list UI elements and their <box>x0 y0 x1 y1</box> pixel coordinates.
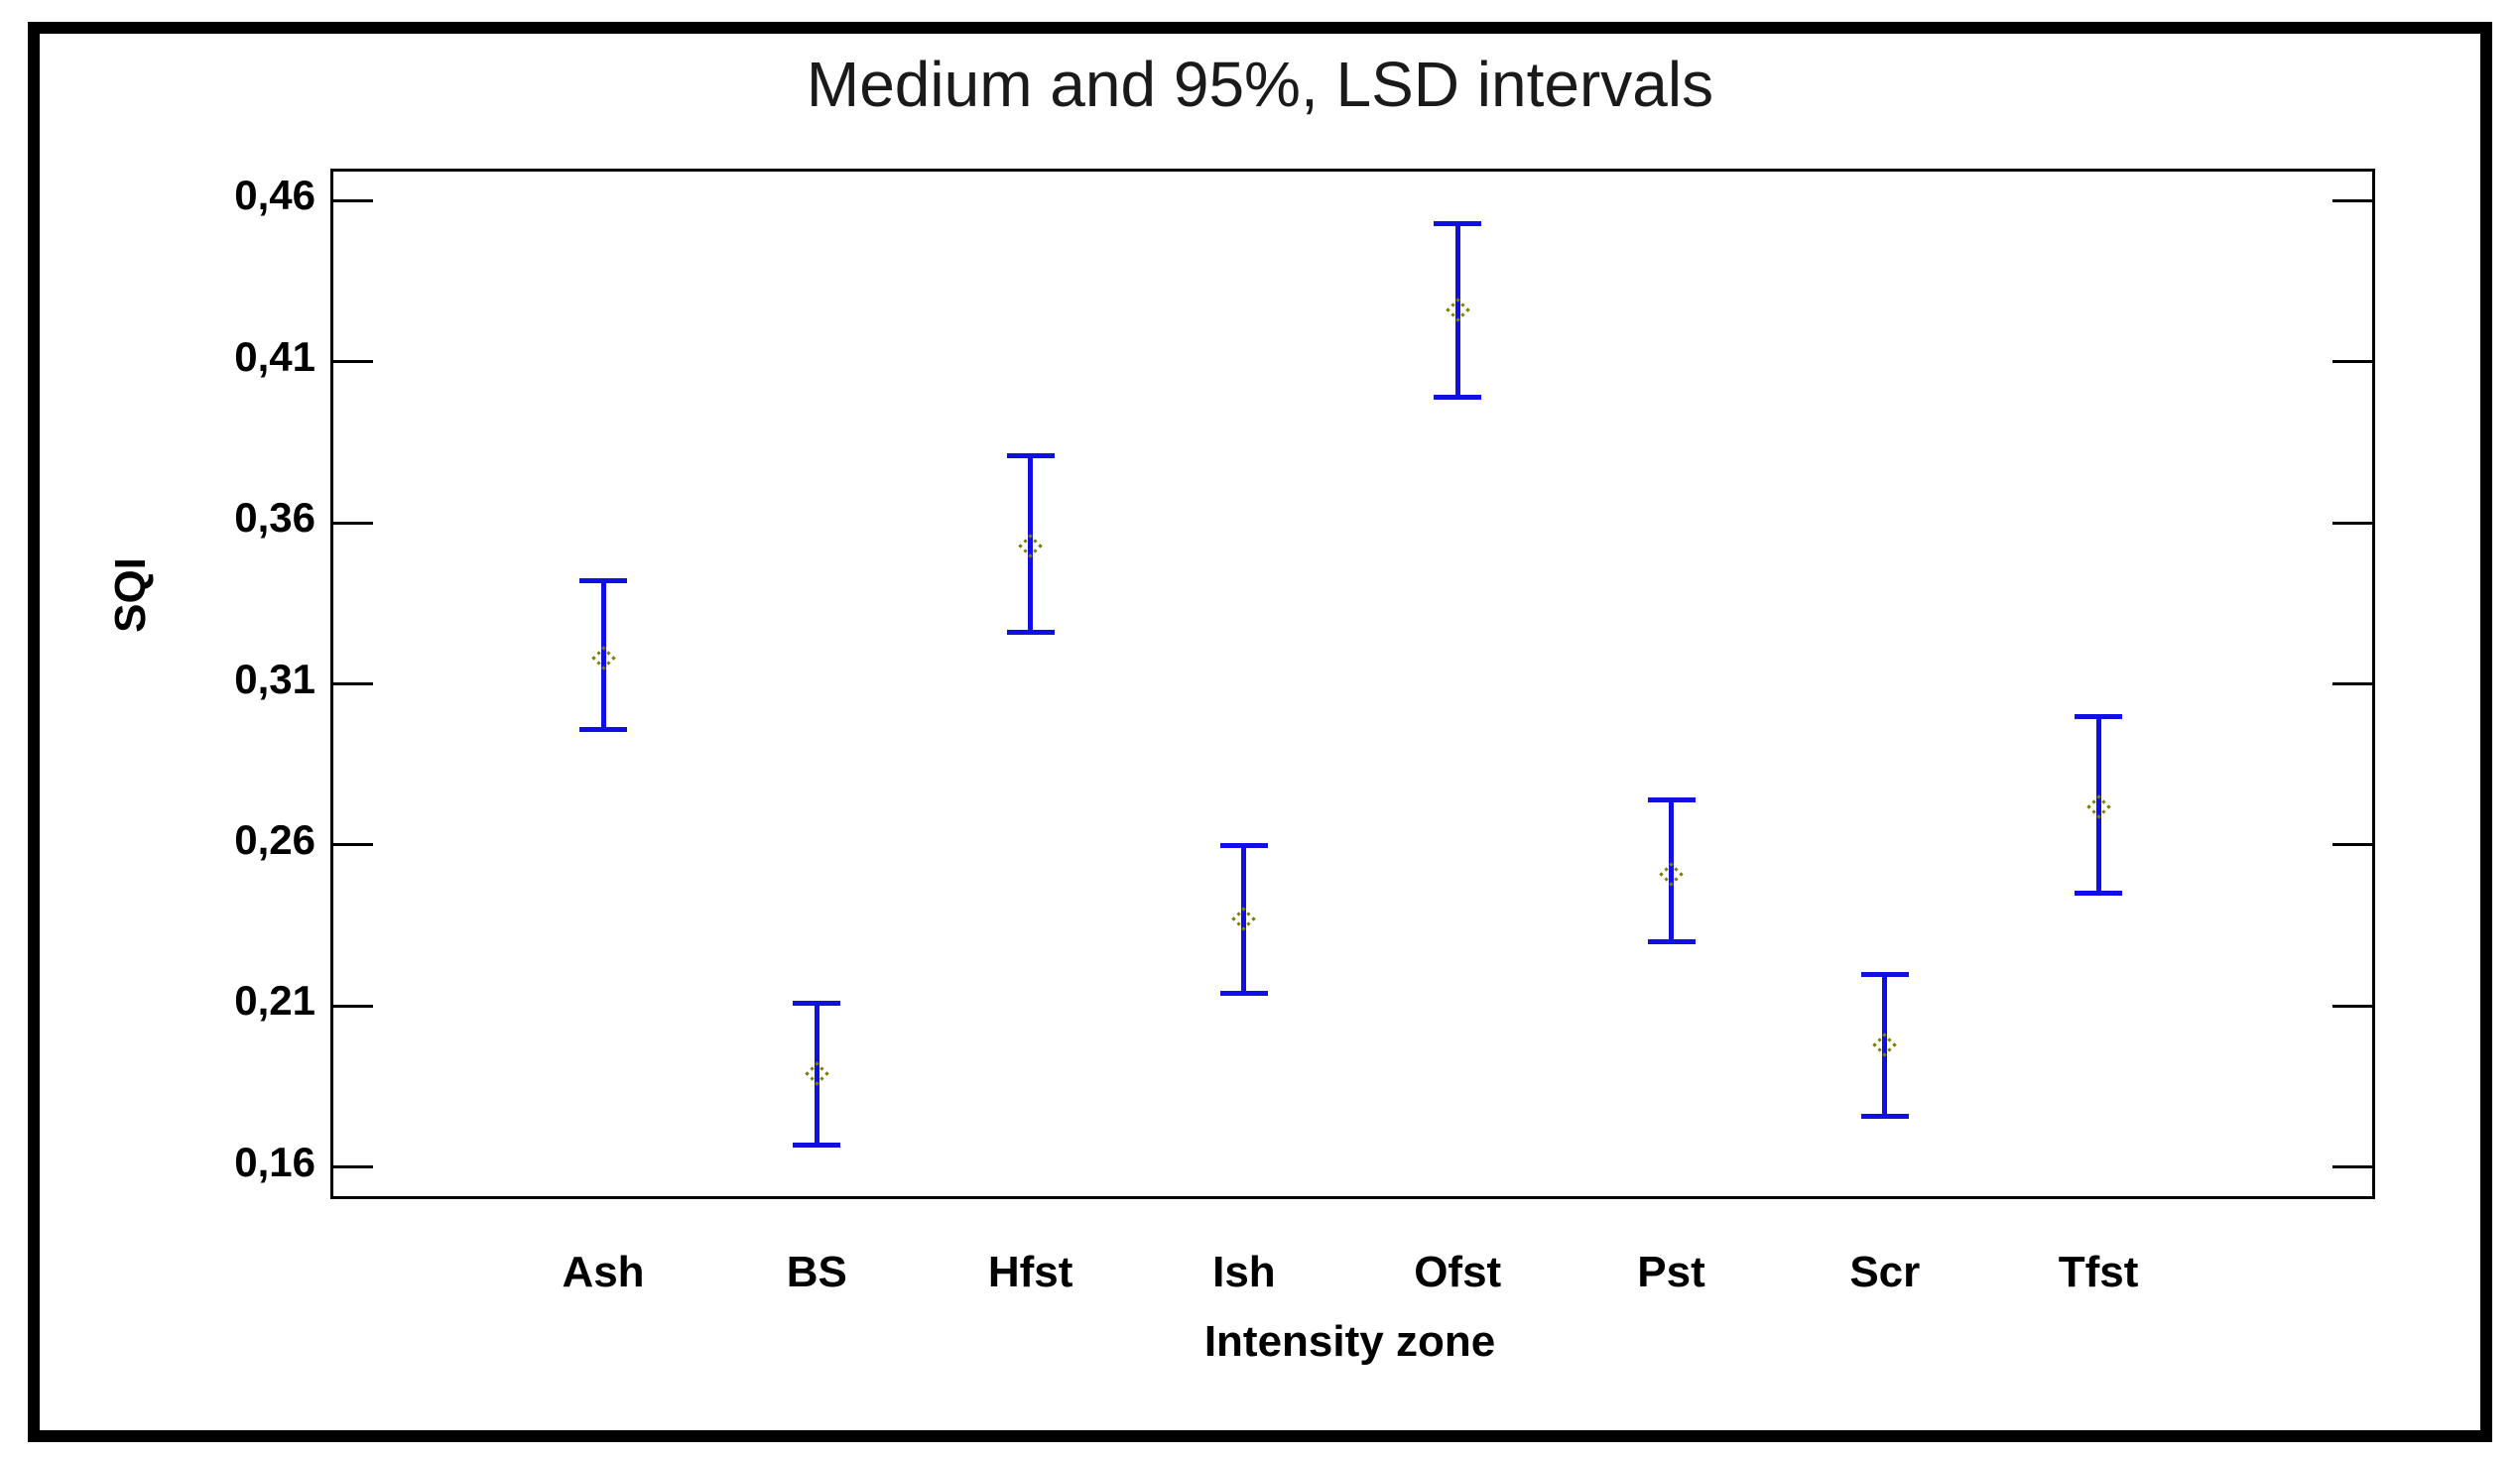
category-label: Hfst <box>987 1248 1073 1296</box>
error-bar-cap-lower <box>1219 991 1268 997</box>
error-bar-stem <box>814 1003 819 1146</box>
category-label: BS <box>786 1248 847 1296</box>
error-bar-stem <box>2095 716 2101 894</box>
y-axis-tick-left <box>333 682 373 685</box>
y-tick-label: 0,36 <box>234 494 315 542</box>
error-bar-stem <box>1669 799 1674 942</box>
error-bar-cap-upper <box>2075 713 2123 719</box>
error-bar-cap-upper <box>1434 220 1482 226</box>
category-label: Scr <box>1849 1248 1921 1296</box>
error-bar-cap-lower <box>2075 891 2123 897</box>
error-bar-stem <box>1454 223 1460 398</box>
plot-area <box>330 169 2375 1199</box>
y-axis-tick-left <box>333 1004 373 1008</box>
error-bar-cap-upper <box>579 578 627 584</box>
error-bar-cap-upper <box>1006 452 1055 458</box>
y-tick-label: 0,41 <box>234 332 315 380</box>
y-tick-label: 0,16 <box>234 1138 315 1185</box>
chart-title: Medium and 95%, LSD intervals <box>806 49 1714 120</box>
y-tick-label: 0,21 <box>234 977 315 1025</box>
y-axis-tick-left <box>333 1165 373 1169</box>
y-axis-tick-right <box>2332 521 2372 525</box>
error-bar-cap-lower <box>1006 630 1055 636</box>
y-axis-tick-right <box>2332 360 2372 364</box>
y-axis-tick-left <box>333 843 373 847</box>
error-bar-cap-upper <box>1647 797 1696 803</box>
category-label: Ish <box>1212 1248 1276 1296</box>
error-bar-cap-lower <box>1647 939 1696 945</box>
error-bar-cap-upper <box>1219 842 1268 848</box>
y-axis-tick-right <box>2332 1004 2372 1008</box>
error-bar-cap-upper <box>1860 971 1909 977</box>
y-tick-label: 0,31 <box>234 655 315 702</box>
category-label: Pst <box>1637 1248 1705 1296</box>
category-label: Tfst <box>2058 1248 2139 1296</box>
error-bar-stem <box>600 580 606 730</box>
y-axis-tick-right <box>2332 843 2372 847</box>
error-bar-stem <box>1241 845 1247 994</box>
category-label: Ofst <box>1414 1248 1502 1296</box>
category-label: Ash <box>562 1248 645 1296</box>
y-tick-label: 0,26 <box>234 815 315 863</box>
y-axis-tick-left <box>333 521 373 525</box>
y-axis-tick-right <box>2332 198 2372 202</box>
error-bar-cap-upper <box>793 1000 841 1006</box>
error-bar-stem <box>1882 974 1888 1117</box>
y-axis-tick-left <box>333 198 373 202</box>
error-bar-cap-lower <box>1434 395 1482 401</box>
y-axis-tick-right <box>2332 682 2372 685</box>
x-axis-title: Intensity zone <box>1203 1317 1496 1366</box>
error-bar-cap-lower <box>793 1142 841 1148</box>
y-axis-title: SQI <box>106 557 155 633</box>
error-bar-cap-lower <box>579 726 627 732</box>
error-bar-cap-lower <box>1860 1113 1909 1119</box>
error-bar-stem <box>1028 455 1034 633</box>
y-axis-tick-right <box>2332 1165 2372 1169</box>
y-axis-tick-left <box>333 360 373 364</box>
y-tick-label: 0,46 <box>234 172 315 219</box>
